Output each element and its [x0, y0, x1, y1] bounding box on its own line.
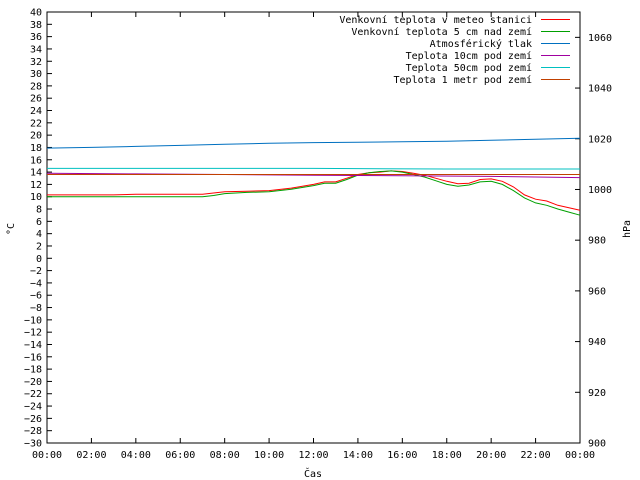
x-tick-label: 14:00 [343, 450, 373, 461]
left-tick-label: 8 [36, 205, 42, 216]
right-tick-label: 940 [588, 337, 606, 348]
left-tick-label: −14 [24, 340, 42, 351]
x-tick-label: 08:00 [210, 450, 240, 461]
series-line-4 [46, 172, 581, 179]
legend-label-5: Teplota 50cm pod zemí [406, 62, 532, 74]
left-tick-label: −30 [24, 439, 42, 450]
right-tick-label: 980 [588, 236, 606, 247]
left-tick-label: 14 [30, 168, 42, 179]
x-tick-label: 00:00 [565, 450, 595, 461]
left-tick-label: 26 [30, 94, 42, 105]
right-tick-label: 1020 [588, 134, 612, 145]
right-tick-label: 1000 [588, 185, 612, 196]
left-tick-label: −20 [24, 377, 42, 388]
x-tick-label: 06:00 [165, 450, 195, 461]
left-tick-label: 4 [36, 229, 42, 240]
left-tick-label: 18 [30, 143, 42, 154]
right-axis-label: hPa [622, 220, 633, 238]
right-tick-label: 920 [588, 388, 606, 399]
left-tick-label: −4 [30, 278, 42, 289]
legend-label-6: Teplota 1 metr pod zemí [394, 74, 532, 86]
x-tick-label: 04:00 [121, 450, 151, 461]
left-tick-label: 10 [30, 192, 42, 203]
left-tick-label: −18 [24, 365, 42, 376]
x-tick-label: 12:00 [298, 450, 328, 461]
left-tick-label: 28 [30, 81, 42, 92]
legend-label-1: Venkovní teplota v meteo stanici [339, 14, 532, 26]
left-tick-label: −12 [24, 328, 42, 339]
left-tick-label: 34 [30, 44, 42, 55]
x-tick-label: 02:00 [76, 450, 106, 461]
left-tick-label: −26 [24, 414, 42, 425]
left-tick-label: 30 [30, 69, 42, 80]
left-tick-label: 36 [30, 32, 42, 43]
series-line-5 [47, 167, 580, 170]
series-lines [46, 137, 581, 216]
left-tick-label: 24 [30, 106, 42, 117]
left-tick-label: −2 [30, 266, 42, 277]
left-tick-label: −8 [30, 303, 42, 314]
x-tick-label: 18:00 [432, 450, 462, 461]
right-axis-ticks: 900 920 940 960 980 1000 1020 1040 1060 [575, 33, 612, 450]
legend-label-4: Teplota 10cm pod zemí [406, 50, 532, 62]
series-line-2 [47, 170, 581, 216]
left-tick-label: 0 [36, 254, 42, 265]
left-tick-label: 12 [30, 180, 42, 191]
x-axis-ticks: 00:00 02:00 04:00 06:00 08:00 10:00 12:00 14:00… [32, 12, 595, 461]
left-tick-label: −24 [24, 402, 42, 413]
legend-label-3: Atmosférický tlak [430, 38, 532, 50]
x-tick-label: 20:00 [476, 450, 506, 461]
series-line-3 [46, 137, 581, 149]
left-axis-ticks: −30−28−26−24−22−20−18−16−14−12−10−8−6−4−… [24, 8, 52, 450]
left-axis-label: °C [6, 223, 17, 235]
legend-label-2: Venkovní teplota 5 cm nad zemí [351, 26, 532, 38]
left-tick-label: 38 [30, 20, 42, 31]
left-tick-label: 6 [36, 217, 42, 228]
left-tick-label: −10 [24, 315, 42, 326]
x-tick-label: 00:00 [32, 450, 62, 461]
left-tick-label: 16 [30, 155, 42, 166]
left-tick-label: −16 [24, 352, 42, 363]
x-tick-label: 16:00 [387, 450, 417, 461]
right-tick-label: 960 [588, 286, 606, 297]
right-tick-label: 1060 [588, 33, 612, 44]
x-tick-label: 10:00 [254, 450, 284, 461]
right-tick-label: 900 [588, 439, 606, 450]
left-tick-label: 2 [36, 241, 42, 252]
x-axis-label: Čas [304, 467, 322, 480]
left-tick-label: 22 [30, 118, 42, 129]
x-tick-label: 22:00 [521, 450, 551, 461]
left-tick-label: 40 [30, 8, 42, 19]
left-tick-label: 20 [30, 131, 42, 142]
left-tick-label: −28 [24, 426, 42, 437]
left-tick-label: 32 [30, 57, 42, 68]
legend: Venkovní teplota v meteo staniciVenkovní… [339, 14, 570, 86]
right-tick-label: 1040 [588, 84, 612, 95]
left-tick-label: −6 [30, 291, 42, 302]
left-tick-label: −22 [24, 389, 42, 400]
